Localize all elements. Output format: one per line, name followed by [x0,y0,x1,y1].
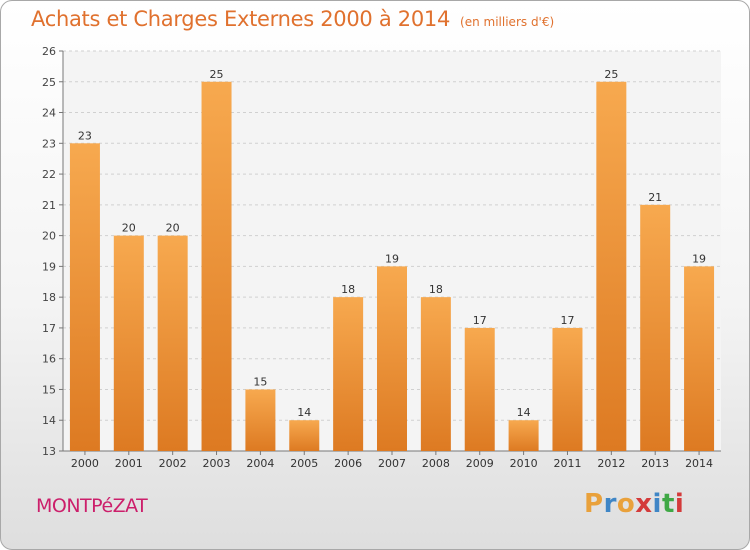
x-tick-label: 2010 [510,457,538,470]
x-tick-label: 2012 [597,457,625,470]
y-tick-label: 19 [42,260,56,273]
bar-2013 [640,204,671,451]
value-label: 15 [253,375,267,388]
bar-2007 [377,266,407,451]
y-tick-label: 24 [42,107,56,120]
y-tick-label: 16 [42,353,56,366]
logo-letter: t [661,489,675,519]
value-label: 14 [517,406,531,419]
y-tick-label: 13 [42,445,56,458]
x-tick-label: 2004 [246,457,274,470]
x-tick-label: 2011 [553,457,581,470]
x-tick-label: 2007 [378,457,406,470]
bar-2001 [113,235,144,451]
bar-2012 [596,81,627,452]
x-tick-label: 2014 [685,457,713,470]
y-tick-label: 23 [42,137,56,150]
logo-letter: i [674,489,685,519]
value-label: 18 [429,283,443,296]
logo-letter: x [635,489,653,519]
value-label: 20 [122,222,136,235]
bar-2006 [333,297,364,451]
logo-letter: o [616,489,636,519]
x-tick-label: 2013 [641,457,669,470]
value-label: 21 [648,191,662,204]
x-tick-label: 2002 [159,457,187,470]
y-tick-label: 22 [42,168,56,181]
value-label: 14 [297,406,311,419]
bar-2003 [201,81,232,452]
x-tick-label: 2008 [422,457,450,470]
value-label: 25 [604,68,618,81]
value-label: 19 [692,252,706,265]
title-text: Achats et Charges Externes 2000 à 2014 [31,7,451,31]
y-tick-label: 18 [42,291,56,304]
bar-2009 [464,327,495,451]
place-name: MONTPéZAT [36,495,148,517]
chart-subtitle: (en milliers d'€) [460,15,555,29]
y-tick-label: 20 [42,230,56,243]
value-label: 19 [385,252,399,265]
y-tick-label: 15 [42,383,56,396]
bar-2004 [245,389,276,451]
y-tick-label: 17 [42,322,56,335]
x-tick-label: 2003 [203,457,231,470]
x-tick-label: 2009 [466,457,494,470]
value-label: 17 [560,314,574,327]
x-tick-label: 2000 [71,457,99,470]
y-tick-label: 25 [42,76,56,89]
x-tick-label: 2006 [334,457,362,470]
bar-2011 [552,327,583,451]
bar-2005 [289,420,320,451]
bar-2008 [420,297,451,451]
x-tick-label: 2001 [115,457,143,470]
chart-title: Achats et Charges Externes 2000 à 2014 (e… [31,7,554,31]
bar-2000 [69,143,100,452]
logo-letter: r [603,489,617,519]
value-label: 18 [341,283,355,296]
bar-2002 [157,235,188,451]
bar-2010 [508,420,539,451]
y-tick-label: 26 [42,45,56,58]
value-label: 23 [78,129,92,142]
value-label: 25 [210,68,224,81]
y-tick-label: 21 [42,199,56,212]
x-tick-label: 2005 [290,457,318,470]
y-tick-label: 14 [42,414,56,427]
value-label: 17 [473,314,487,327]
bar-2014 [684,266,715,451]
value-label: 20 [166,222,180,235]
logo-letter: i [652,489,662,519]
logo-letter: P [584,489,604,519]
